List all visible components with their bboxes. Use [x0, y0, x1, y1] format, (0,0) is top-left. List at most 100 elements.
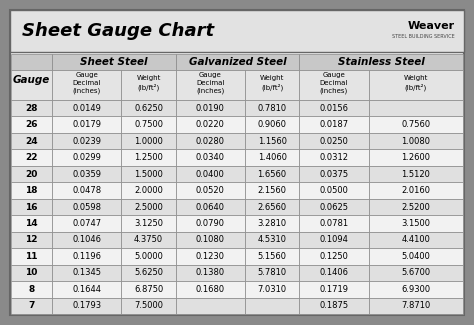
Bar — [245, 150, 299, 166]
Text: 0.1680: 0.1680 — [196, 285, 225, 294]
Bar — [11, 199, 52, 215]
Bar — [11, 265, 52, 281]
Bar — [299, 54, 463, 70]
Bar — [176, 215, 245, 232]
Bar — [121, 298, 176, 314]
Bar — [245, 298, 299, 314]
Text: 0.0312: 0.0312 — [319, 153, 348, 162]
Text: 0.1196: 0.1196 — [73, 252, 101, 261]
Text: 11: 11 — [25, 252, 38, 261]
Text: 0.0239: 0.0239 — [73, 136, 101, 146]
Text: 0.7560: 0.7560 — [401, 120, 430, 129]
Bar — [369, 133, 463, 150]
Text: 0.9060: 0.9060 — [258, 120, 287, 129]
Text: 0.0156: 0.0156 — [319, 104, 348, 113]
Text: 0.0250: 0.0250 — [319, 136, 348, 146]
Text: Weaver: Weaver — [408, 21, 455, 31]
Text: 1.2600: 1.2600 — [401, 153, 430, 162]
Text: 0.1080: 0.1080 — [196, 235, 225, 244]
Bar — [176, 281, 245, 298]
Bar — [245, 215, 299, 232]
Text: Sheet Steel: Sheet Steel — [80, 57, 148, 67]
Bar — [245, 116, 299, 133]
Bar — [11, 54, 52, 70]
Text: 1.5000: 1.5000 — [134, 170, 163, 178]
Text: 0.1094: 0.1094 — [319, 235, 348, 244]
Bar — [11, 116, 52, 133]
Text: 2.6560: 2.6560 — [257, 202, 287, 212]
Text: 0.6250: 0.6250 — [134, 104, 163, 113]
Text: 0.1250: 0.1250 — [319, 252, 348, 261]
Bar — [369, 70, 463, 100]
Bar — [52, 298, 121, 314]
Bar — [369, 116, 463, 133]
Bar — [176, 232, 245, 248]
Text: 1.6560: 1.6560 — [257, 170, 287, 178]
Text: 0.0280: 0.0280 — [196, 136, 225, 146]
Bar — [11, 215, 52, 232]
Text: 3.1250: 3.1250 — [134, 219, 163, 228]
Bar — [299, 100, 369, 116]
Bar — [11, 70, 52, 100]
Text: 0.1875: 0.1875 — [319, 301, 348, 310]
Bar — [11, 248, 52, 265]
Text: 0.0598: 0.0598 — [73, 202, 101, 212]
Bar — [369, 182, 463, 199]
Text: 26: 26 — [25, 120, 38, 129]
Bar — [299, 182, 369, 199]
Text: 0.0375: 0.0375 — [319, 170, 348, 178]
Bar — [369, 199, 463, 215]
Bar — [52, 281, 121, 298]
Bar — [369, 281, 463, 298]
Text: 2.5200: 2.5200 — [401, 202, 430, 212]
Bar — [299, 281, 369, 298]
Bar — [121, 232, 176, 248]
Text: 16: 16 — [25, 202, 38, 212]
Bar — [299, 248, 369, 265]
Bar — [52, 248, 121, 265]
Text: 3.2810: 3.2810 — [257, 219, 287, 228]
Bar — [245, 100, 299, 116]
Text: 20: 20 — [26, 170, 38, 178]
Text: 0.0747: 0.0747 — [72, 219, 101, 228]
Text: 0.0149: 0.0149 — [73, 104, 101, 113]
Bar — [52, 116, 121, 133]
Text: 28: 28 — [25, 104, 38, 113]
Bar — [52, 232, 121, 248]
Text: 1.4060: 1.4060 — [258, 153, 287, 162]
Bar — [369, 298, 463, 314]
Bar — [176, 100, 245, 116]
Text: 0.1046: 0.1046 — [73, 235, 101, 244]
Text: Gauge
Decimal
(inches): Gauge Decimal (inches) — [196, 72, 225, 94]
Bar — [299, 70, 369, 100]
Bar — [10, 10, 464, 52]
Bar — [121, 199, 176, 215]
Text: 0.0190: 0.0190 — [196, 104, 225, 113]
Text: Sheet Gauge Chart: Sheet Gauge Chart — [22, 22, 214, 40]
Bar — [245, 265, 299, 281]
Text: 0.0520: 0.0520 — [196, 186, 225, 195]
Text: 5.1560: 5.1560 — [258, 252, 287, 261]
Text: 4.5310: 4.5310 — [258, 235, 287, 244]
Text: 1.1560: 1.1560 — [258, 136, 287, 146]
Bar — [369, 150, 463, 166]
Bar — [121, 70, 176, 100]
Bar — [369, 248, 463, 265]
Bar — [121, 281, 176, 298]
Text: Stainless Steel: Stainless Steel — [338, 57, 425, 67]
Text: 0.0790: 0.0790 — [196, 219, 225, 228]
Text: 0.0500: 0.0500 — [319, 186, 348, 195]
Bar — [52, 166, 121, 182]
Text: 18: 18 — [25, 186, 38, 195]
Text: 1.5120: 1.5120 — [401, 170, 430, 178]
Bar — [121, 265, 176, 281]
Text: Weight
(lb/ft²): Weight (lb/ft²) — [137, 75, 161, 91]
Bar — [11, 298, 52, 314]
Bar — [121, 116, 176, 133]
Bar — [299, 298, 369, 314]
Text: Gauge
Decimal
(inches): Gauge Decimal (inches) — [73, 72, 101, 94]
Text: 0.0781: 0.0781 — [319, 219, 348, 228]
Bar — [176, 54, 299, 70]
Text: 4.3750: 4.3750 — [134, 235, 163, 244]
Text: 7.5000: 7.5000 — [134, 301, 163, 310]
